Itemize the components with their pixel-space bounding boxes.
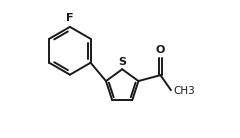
Text: O: O [156, 45, 165, 55]
Text: S: S [118, 57, 126, 67]
Text: CH3: CH3 [173, 86, 195, 96]
Text: F: F [66, 14, 74, 23]
